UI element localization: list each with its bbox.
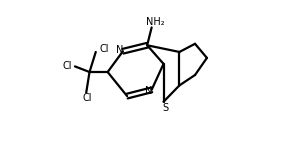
Text: S: S bbox=[162, 103, 168, 113]
Text: Cl: Cl bbox=[63, 61, 72, 71]
Text: N: N bbox=[116, 45, 124, 55]
Text: Cl: Cl bbox=[83, 93, 92, 103]
Text: Cl: Cl bbox=[99, 44, 109, 54]
Text: NH₂: NH₂ bbox=[146, 17, 165, 27]
Text: N: N bbox=[145, 86, 152, 96]
